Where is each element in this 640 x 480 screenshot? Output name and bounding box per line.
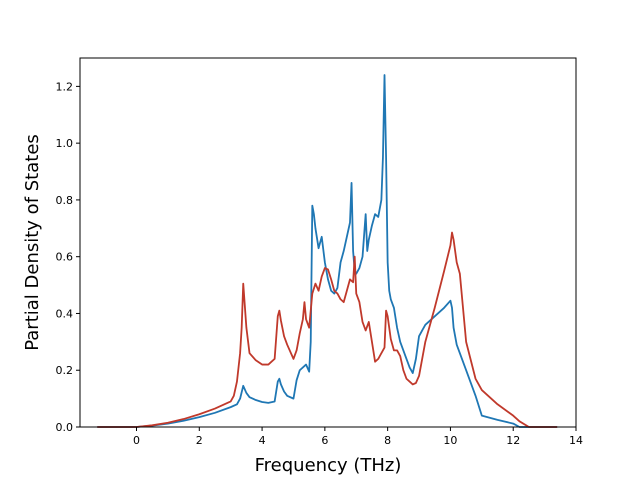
x-tick-label: 14 xyxy=(569,434,583,447)
y-tick-label: 1.2 xyxy=(56,80,74,93)
y-tick-label: 0.2 xyxy=(56,364,74,377)
x-tick-label: 4 xyxy=(259,434,266,447)
x-ticks: 0 2 4 6 8 10 12 14 xyxy=(133,427,583,447)
y-tick-label: 0.4 xyxy=(56,307,74,320)
y-tick-label: 1.0 xyxy=(56,137,74,150)
x-tick-label: 0 xyxy=(133,434,140,447)
x-tick-label: 6 xyxy=(321,434,328,447)
y-tick-label: 0.6 xyxy=(56,251,74,264)
x-tick-label: 8 xyxy=(384,434,391,447)
x-axis-label: Frequency (THz) xyxy=(255,455,402,476)
x-tick-label: 2 xyxy=(196,434,203,447)
plot-lines xyxy=(97,74,558,428)
x-tick-label: 12 xyxy=(506,434,520,447)
y-axis-label: Partial Density of States xyxy=(22,134,43,351)
x-tick-label: 10 xyxy=(443,434,457,447)
series-line-1 xyxy=(97,74,558,428)
y-tick-label: 0.8 xyxy=(56,194,74,207)
axes-frame xyxy=(79,57,577,428)
y-tick-label: 0.0 xyxy=(56,421,74,434)
series-line-2 xyxy=(97,231,558,428)
y-ticks: 0.0 0.2 0.4 0.6 0.8 1.0 1.2 xyxy=(56,80,80,434)
